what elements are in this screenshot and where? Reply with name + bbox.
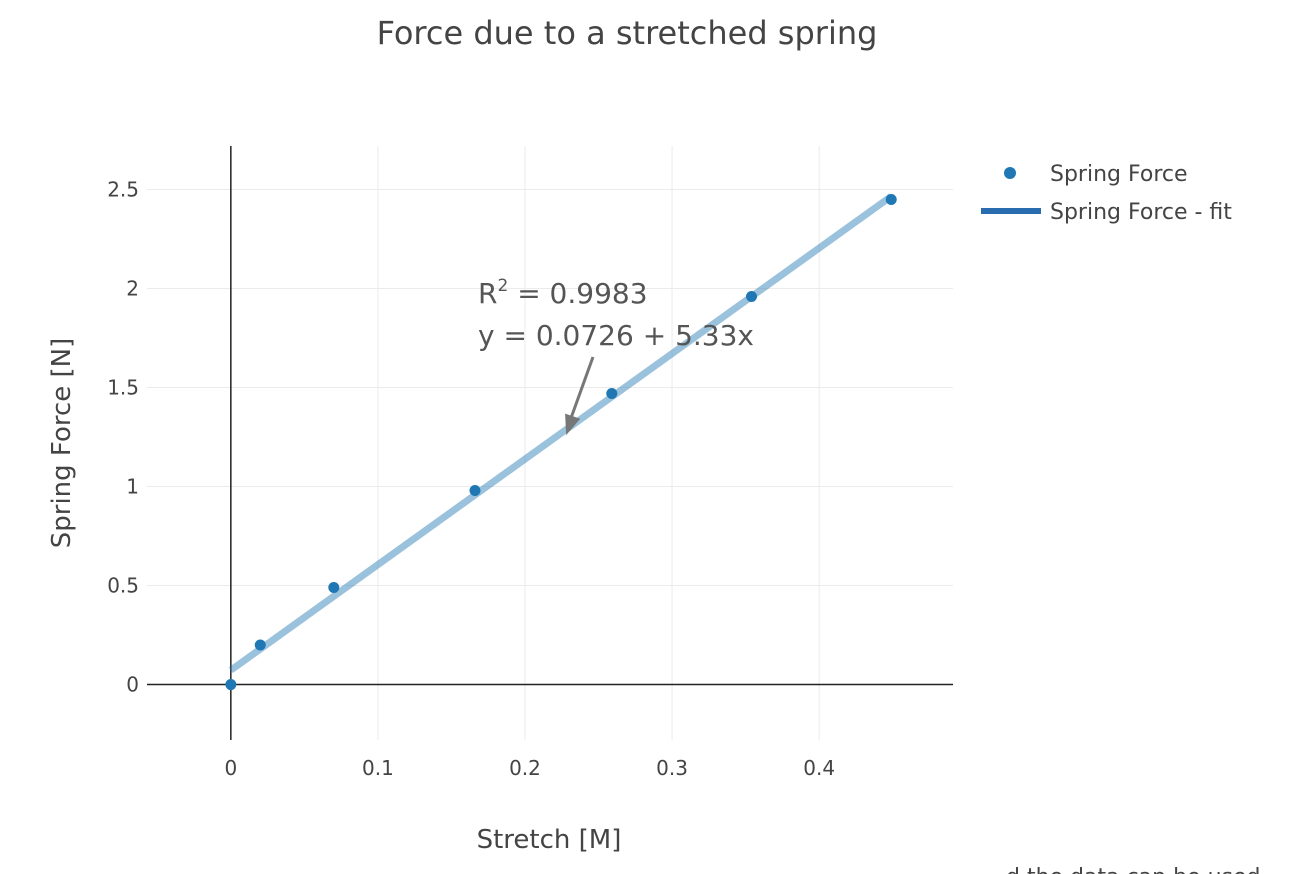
x-tick-label: 0.3 xyxy=(656,756,688,780)
r-squared-label: R2 = 0.9983 xyxy=(478,276,648,310)
data-point xyxy=(225,679,237,691)
y-tick-label: 2 xyxy=(126,277,139,301)
fit-series xyxy=(228,193,894,674)
x-tick-label: 0.2 xyxy=(509,756,541,780)
footer-fragment: ...d the data can be used... xyxy=(985,865,1281,874)
legend-marker-spring-force xyxy=(1004,167,1016,179)
grid-lines xyxy=(147,146,953,740)
y-axis-title: Spring Force [N] xyxy=(47,338,77,549)
axes xyxy=(147,146,953,740)
scatter-series xyxy=(225,193,897,691)
y-tick-label: 0 xyxy=(126,673,139,697)
x-tick-label: 0.4 xyxy=(803,756,835,780)
legend-item-spring-force-fit[interactable]: Spring Force - fit xyxy=(981,200,1232,225)
x-tick-label: 0.1 xyxy=(362,756,394,780)
x-tick-label: 0 xyxy=(224,756,237,780)
data-point xyxy=(328,582,340,594)
y-tick-label: 1.5 xyxy=(107,376,139,400)
chart-title: Force due to a stretched spring xyxy=(377,14,878,52)
legend-label-spring-force-fit: Spring Force - fit xyxy=(1050,200,1232,225)
data-point xyxy=(606,388,618,399)
data-point xyxy=(746,290,757,302)
annotation-arrow-shaft xyxy=(567,356,595,424)
annotation-arrow-head xyxy=(565,413,581,436)
data-point xyxy=(254,639,266,651)
y-tick-labels: 0 0.5 1 1.5 2 2.5 xyxy=(107,178,139,697)
data-point xyxy=(469,485,481,497)
y-tick-label: 0.5 xyxy=(107,574,139,598)
y-tick-label: 2.5 xyxy=(107,178,139,202)
legend-label-spring-force: Spring Force xyxy=(1050,162,1188,187)
fit-annotation: R2 = 0.9983 y = 0.0726 + 5.33x xyxy=(478,276,754,436)
x-axis-title: Stretch [M] xyxy=(477,825,622,855)
legend-item-spring-force[interactable]: Spring Force xyxy=(1004,162,1188,187)
y-tick-label: 1 xyxy=(126,475,139,499)
x-tick-labels: 0 0.1 0.2 0.3 0.4 xyxy=(224,756,835,780)
data-point xyxy=(885,193,897,205)
legend[interactable]: Spring Force Spring Force - fit xyxy=(981,162,1232,225)
fit-line xyxy=(228,193,894,674)
fit-equation-label: y = 0.0726 + 5.33x xyxy=(478,319,754,352)
